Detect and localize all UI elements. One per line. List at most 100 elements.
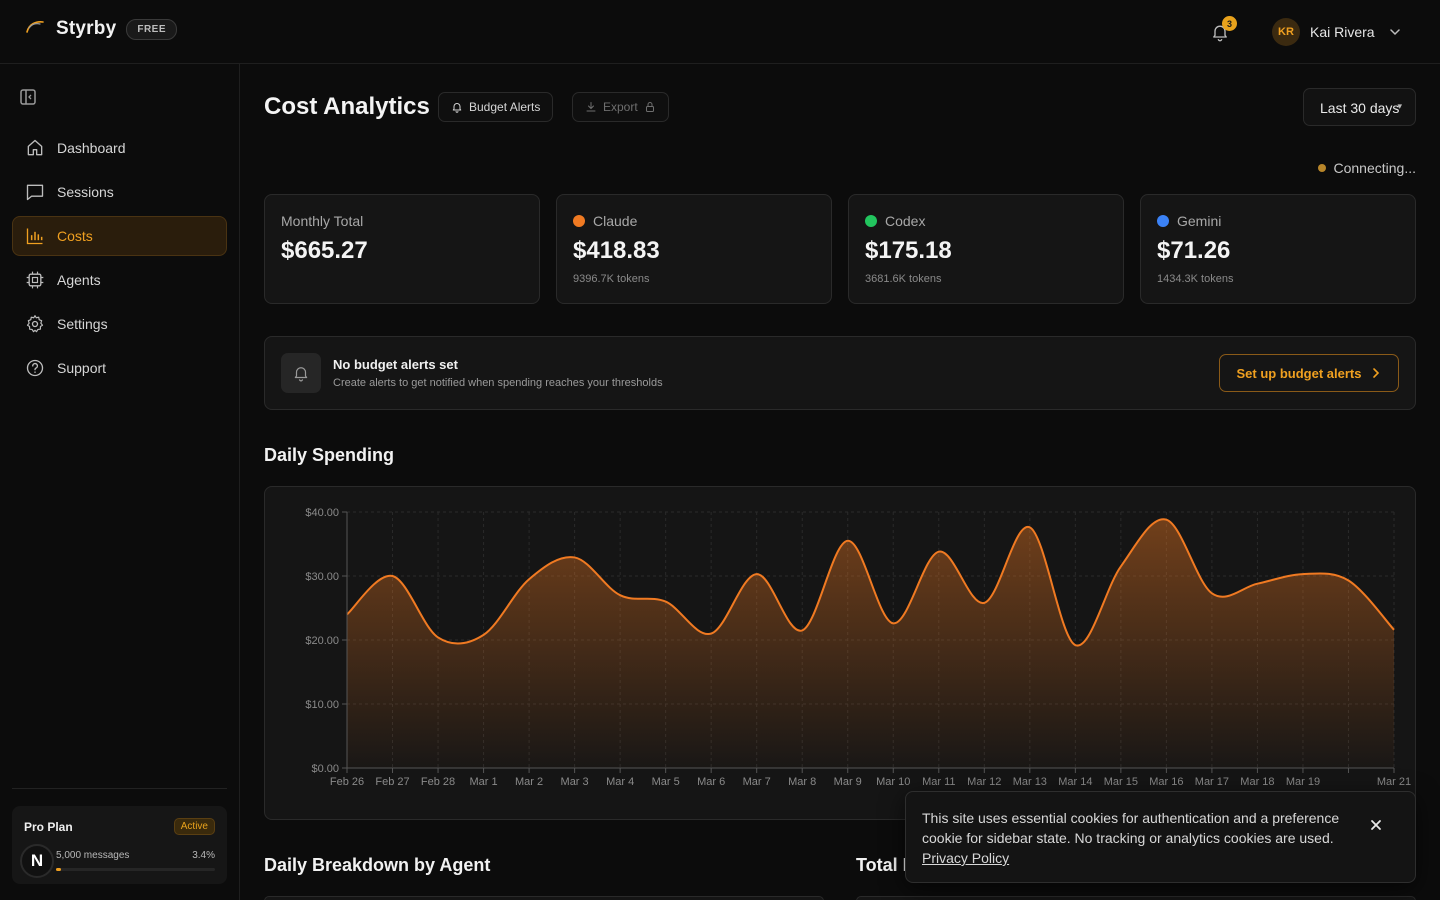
user-menu[interactable]: KR Kai Rivera <box>1272 18 1401 46</box>
home-icon <box>27 139 43 156</box>
stat-label: Monthly Total <box>281 213 364 229</box>
alert-title: No budget alerts set <box>333 357 458 372</box>
sidebar-item-label: Settings <box>57 316 108 332</box>
top-bar: Styrby FREE 3 KR Kai Rivera <box>0 0 1440 64</box>
y-tick-label: $10.00 <box>305 699 339 711</box>
y-tick-label: $30.00 <box>305 571 339 583</box>
x-tick-label: Mar 7 <box>743 776 771 788</box>
x-tick-label: Mar 21 <box>1377 776 1411 788</box>
brand-name: Styrby <box>56 18 117 39</box>
budget-alerts-label: Budget Alerts <box>469 100 541 114</box>
date-range-select[interactable]: Last 30 days ▾ <box>1303 88 1416 126</box>
sidebar-divider <box>12 788 227 789</box>
brand[interactable]: Styrby FREE <box>24 18 178 40</box>
stat-label-row: Claude <box>573 213 815 229</box>
stat-card-claude: Claude $418.83 9396.7K tokens <box>556 194 832 304</box>
plan-title: Pro Plan <box>24 820 73 834</box>
setup-budget-alerts-label: Set up budget alerts <box>1236 365 1362 381</box>
alert-description: Create alerts to get notified when spend… <box>333 377 663 389</box>
stat-tokens: 9396.7K tokens <box>573 273 650 285</box>
x-tick-label: Feb 28 <box>421 776 455 788</box>
x-tick-label: Mar 12 <box>967 776 1001 788</box>
privacy-policy-link[interactable]: Privacy Policy <box>922 850 1010 866</box>
plan-card[interactable]: Pro Plan Active 5,000 messages 3.4% <box>12 806 227 884</box>
sidebar-item-settings[interactable]: Settings <box>12 304 227 344</box>
alert-icon-wrap <box>281 353 321 393</box>
x-tick-label: Mar 10 <box>876 776 910 788</box>
x-tick-label: Mar 9 <box>834 776 862 788</box>
connection-status: Connecting... <box>1317 160 1416 176</box>
stat-card-codex: Codex $175.18 3681.6K tokens <box>848 194 1124 304</box>
stat-value: $665.27 <box>281 237 368 264</box>
sidebar-item-agents[interactable]: Agents <box>12 260 227 300</box>
sidebar-item-label: Sessions <box>57 184 114 200</box>
gemini-dot <box>1157 215 1169 227</box>
page-title: Cost Analytics <box>264 93 430 120</box>
total-card <box>856 896 1416 900</box>
x-tick-label: Mar 4 <box>606 776 634 788</box>
daily-spending-chart-svg: $0.00 $10.00 $20.00 $30.00 $40.00 Feb 26 Feb 2… <box>305 507 1411 788</box>
plan-badge: FREE <box>126 18 178 40</box>
stat-value: $418.83 <box>573 237 660 264</box>
stat-label: Codex <box>885 213 926 229</box>
budget-alerts-button[interactable]: Budget Alerts <box>438 92 554 122</box>
x-tick-label: Mar 6 <box>697 776 725 788</box>
chevron-down-icon <box>1389 29 1400 36</box>
n-bubble[interactable]: N <box>20 844 54 878</box>
total-title: Total I <box>856 855 908 875</box>
close-icon[interactable] <box>1369 818 1383 832</box>
chat-icon <box>26 184 44 201</box>
bell-icon <box>294 367 308 382</box>
sidebar-item-support[interactable]: Support <box>12 348 227 388</box>
x-tick-label: Mar 11 <box>922 776 955 788</box>
x-tick-label: Mar 13 <box>1013 776 1047 788</box>
x-tick-label: Mar 14 <box>1058 776 1092 788</box>
x-tick-label: Mar 1 <box>470 776 498 788</box>
x-tick-label: Mar 2 <box>515 776 543 788</box>
sidebar-item-label: Agents <box>57 272 101 288</box>
download-icon <box>586 102 596 112</box>
chevron-right-icon <box>1373 368 1380 378</box>
plan-usage-bar <box>56 868 215 871</box>
codex-dot <box>865 215 877 227</box>
export-label: Export <box>603 100 638 114</box>
x-tick-label: Mar 15 <box>1104 776 1138 788</box>
stat-tokens: 1434.3K tokens <box>1157 273 1234 285</box>
breakdown-card <box>264 896 824 900</box>
sidebar-item-label: Costs <box>57 228 93 244</box>
sidebar-item-label: Dashboard <box>57 140 126 156</box>
stat-label-row: Codex <box>865 213 1107 229</box>
sidebar-item-costs[interactable]: Costs <box>12 216 227 256</box>
daily-spending-chart: $0.00 $10.00 $20.00 $30.00 $40.00 Feb 26 Feb 2… <box>264 486 1416 820</box>
spending-line <box>346 518 1395 647</box>
avatar: KR <box>1272 18 1300 46</box>
date-range-value: Last 30 days <box>1320 100 1400 116</box>
help-icon <box>26 359 44 377</box>
notification-count-badge: 3 <box>1222 16 1237 31</box>
x-tick-label: Mar 8 <box>788 776 816 788</box>
x-tick-label: Mar 18 <box>1240 776 1274 788</box>
bar-chart-icon <box>26 228 43 245</box>
stat-label: Claude <box>593 213 638 229</box>
cookie-banner: This site uses essential cookies for aut… <box>905 791 1416 883</box>
cpu-icon <box>26 271 44 289</box>
stat-card-monthly-total: Monthly Total $665.27 <box>264 194 540 304</box>
budget-alert-banner: No budget alerts set Create alerts to ge… <box>264 336 1416 410</box>
spending-area <box>347 519 1394 768</box>
stat-label: Gemini <box>1177 213 1222 229</box>
sidebar-item-dashboard[interactable]: Dashboard <box>12 128 227 168</box>
sidebar: Dashboard Sessions Costs Agents Settings… <box>0 64 240 900</box>
sidebar-item-sessions[interactable]: Sessions <box>12 172 227 212</box>
notifications-button[interactable]: 3 <box>1210 16 1237 44</box>
plan-usage: 5,000 messages <box>56 850 130 861</box>
bell-icon <box>452 103 462 113</box>
export-button[interactable]: Export <box>572 92 669 122</box>
claude-dot <box>573 215 585 227</box>
x-tick-label: Feb 27 <box>375 776 409 788</box>
x-tick-label: Mar 17 <box>1195 776 1229 788</box>
x-tick-label: Mar 19 <box>1286 776 1320 788</box>
sidebar-collapse-icon[interactable] <box>19 88 37 106</box>
setup-budget-alerts-button[interactable]: Set up budget alerts <box>1219 354 1399 392</box>
daily-spending-title: Daily Spending <box>264 445 395 465</box>
y-tick-label: $0.00 <box>311 763 339 775</box>
